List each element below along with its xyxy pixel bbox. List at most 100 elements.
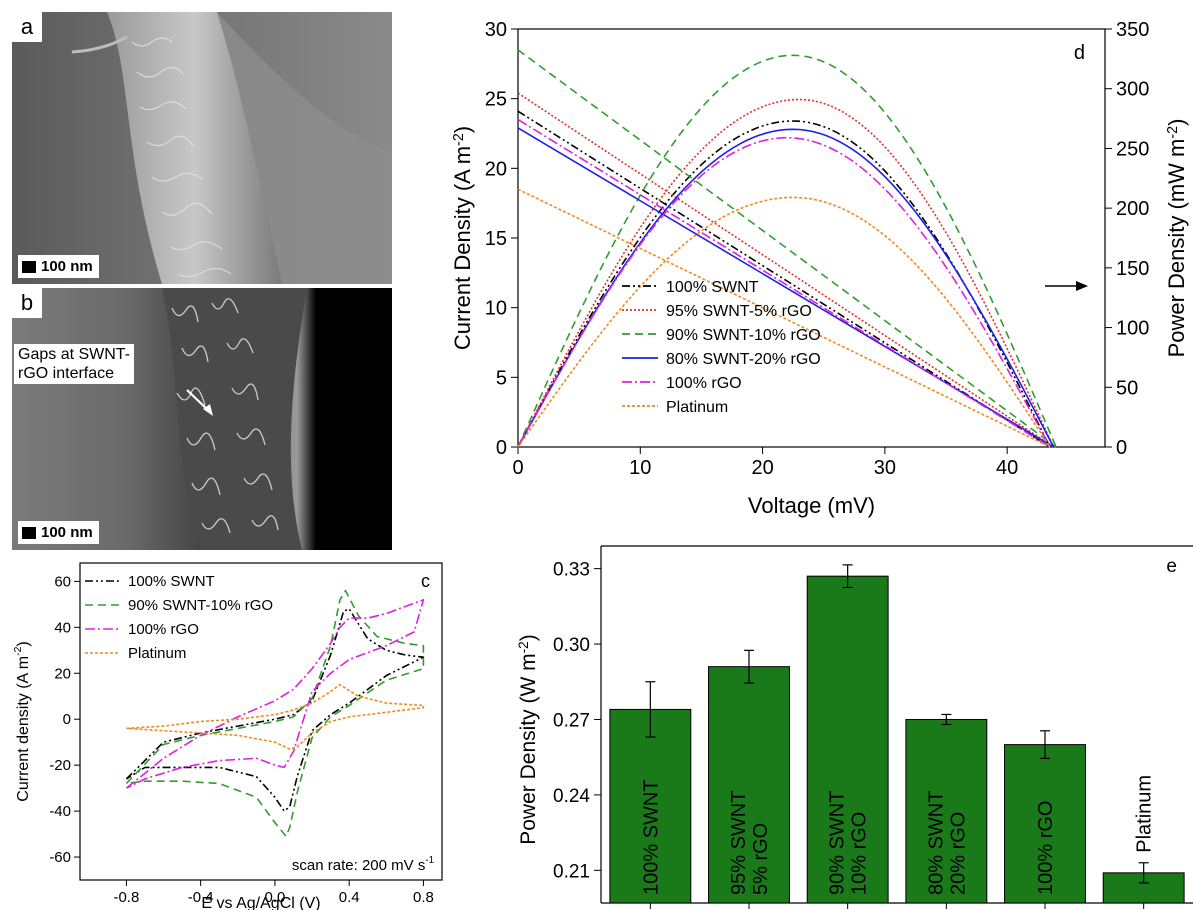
y-right-tick-label-d: 200 xyxy=(1116,198,1149,220)
scale-bar-b: 100 nm xyxy=(18,521,99,544)
plot-frame-c xyxy=(79,562,443,881)
y-right-tick-label-d: 0 xyxy=(1116,437,1127,459)
y-tick-label-c: -40 xyxy=(49,803,71,820)
y-tick-label-c: -20 xyxy=(49,757,71,774)
cv-curve-platinum xyxy=(126,683,425,750)
y-tick-label-e: 0.24 xyxy=(553,786,590,807)
current-line-100-rgo xyxy=(517,118,1051,448)
scale-bar-label-a: 100 nm xyxy=(41,258,93,275)
sem-texture-b xyxy=(12,288,392,550)
y-right-tick-label-d: 300 xyxy=(1116,79,1149,101)
y-right-tick-label-d: 100 xyxy=(1116,318,1149,340)
right-axis-arrow-head xyxy=(1076,281,1088,291)
legend-label-d: 95% SWNT-5% rGO xyxy=(666,303,812,320)
x-tick-label-d: 10 xyxy=(629,457,651,479)
power-curve-100-swnt xyxy=(517,120,1051,448)
scale-bar-label-b: 100 nm xyxy=(41,524,93,541)
panel-letter-e: e xyxy=(1166,556,1177,577)
y-left-tick-label-d: 25 xyxy=(485,89,507,111)
panel-letter-d: d xyxy=(1074,42,1085,64)
panel-letter-a: a xyxy=(12,12,42,42)
y-left-tick-label-d: 10 xyxy=(485,298,507,320)
y-tick-label-c: 20 xyxy=(54,665,71,682)
bar-label-3-1: 20% rGO xyxy=(947,812,969,895)
x-tick-label-d: 30 xyxy=(874,457,896,479)
y-axis-label-e: Power Density (W m-2) xyxy=(516,634,540,845)
legend-label-d: Platinum xyxy=(666,399,728,416)
cv-curve-100-rgo xyxy=(125,599,425,789)
bar-label-4-0: 100% rGO xyxy=(1035,801,1057,895)
legend-label-c: Platinum xyxy=(128,645,186,662)
chart-e: 0.21 0.24 0.27 0.30 0.33 Power Density (W m-2… xyxy=(505,540,1193,910)
y-tick-label-e: 0.33 xyxy=(553,560,590,581)
bar-label-5-0: Platinum xyxy=(1134,775,1156,853)
legend-label-d: 100% SWNT xyxy=(666,279,759,296)
y-tick-label-c: 40 xyxy=(54,619,71,636)
legend-label-c: 100% rGO xyxy=(128,621,199,638)
bar-label-0-0: 100% SWNT xyxy=(640,779,662,895)
bar-4 xyxy=(1004,744,1086,904)
x-tick-label-c: -0.4 xyxy=(188,889,214,906)
y-tick-label-c: 60 xyxy=(54,573,71,590)
x-tick-label-d: 0 xyxy=(512,457,523,479)
legend-label-d: 90% SWNT-10% rGO xyxy=(666,327,821,344)
y-right-tick-label-d: 350 xyxy=(1116,19,1149,41)
x-tick-label-c: 0.8 xyxy=(413,889,434,906)
current-line-90-swnt-10-rgo xyxy=(517,49,1057,448)
y-axis-label-c: Current density (A m-2) xyxy=(13,641,32,801)
bar-label-1-0: 95% SWNT xyxy=(728,791,750,895)
current-line-platinum xyxy=(517,188,1051,448)
y-left-tick-label-d: 5 xyxy=(496,367,507,389)
legend-label-d: 100% rGO xyxy=(666,375,742,392)
bar-label-2-0: 90% SWNT xyxy=(827,791,849,895)
sem-image-b: b Gaps at SWNT- rGO interface 100 nm xyxy=(12,288,392,550)
sem-image-a: a 100 nm xyxy=(12,12,392,284)
y-tick-label-e: 0.30 xyxy=(553,635,590,656)
chart-d: 0 10 20 30 40 0 5 10 15 20 25 30 0 50 100 150 200 250 300 3… xyxy=(400,0,1193,535)
legend-label-d: 80% SWNT-20% rGO xyxy=(666,351,821,368)
chart-c-svg: -0.8 -0.4 0.0 0.4 0.8 -60 -40 -20 0 20 40 60 E vs Ag… xyxy=(13,562,443,910)
scale-bar-square-a xyxy=(22,260,36,273)
power-curve-90-swnt-10-rgo xyxy=(517,54,1057,448)
annotation-arrow-head xyxy=(203,404,213,416)
y-left-tick-label-d: 15 xyxy=(485,228,507,250)
cv-curve-100-swnt xyxy=(125,608,425,812)
panel-letter-b: b xyxy=(12,288,42,318)
bar-label-3-0: 80% SWNT xyxy=(925,791,947,895)
current-line-95-swnt-5-rgo xyxy=(517,92,1055,448)
y-left-axis-label-d: Current Density (A m-2) xyxy=(450,126,475,350)
sem-annotation-b: Gaps at SWNT- rGO interface xyxy=(14,344,135,384)
plot-frame-d xyxy=(517,28,1106,448)
x-tick-label-c: 0.4 xyxy=(339,889,360,906)
x-tick-label-d: 40 xyxy=(996,457,1018,479)
bar-label-1-1: 5% rGO xyxy=(750,823,772,895)
scale-bar-square-b xyxy=(22,526,36,539)
bar-2 xyxy=(806,575,889,904)
y-right-axis-label-d: Power Density (mW m-2) xyxy=(1164,119,1189,358)
bar-3 xyxy=(905,718,988,904)
y-tick-label-c: 0 xyxy=(63,711,71,728)
y-right-tick-label-d: 150 xyxy=(1116,258,1149,280)
y-left-tick-label-d: 30 xyxy=(485,19,507,41)
power-curve-95-swnt-5-rgo xyxy=(517,98,1055,448)
y-right-tick-label-d: 250 xyxy=(1116,138,1149,160)
sem-annotation-line1: Gaps at SWNT- xyxy=(18,346,131,363)
chart-e-svg: 0.21 0.24 0.27 0.30 0.33 Power Density (W m-2… xyxy=(516,545,1193,909)
bar-1 xyxy=(708,666,790,904)
power-curve-100-rgo xyxy=(517,136,1051,448)
sem-texture-a xyxy=(12,12,392,284)
chart-c: -0.8 -0.4 0.0 0.4 0.8 -60 -40 -20 0 20 40 60 E vs Ag… xyxy=(0,555,460,910)
y-left-tick-label-d: 20 xyxy=(485,158,507,180)
x-tick-label-c: -0.8 xyxy=(113,889,139,906)
panel-letter-c: c xyxy=(421,571,430,591)
current-line-80-swnt-20-rgo xyxy=(517,127,1055,448)
y-left-tick-label-d: 0 xyxy=(496,437,507,459)
x-tick-label-d: 20 xyxy=(751,457,773,479)
legend-label-c: 90% SWNT-10% rGO xyxy=(128,597,273,614)
cv-curve-90-swnt-10-rgo xyxy=(125,589,425,838)
y-tick-label-e: 0.27 xyxy=(553,710,590,731)
y-right-tick-label-d: 50 xyxy=(1116,377,1138,399)
scale-bar-a: 100 nm xyxy=(18,255,99,278)
y-tick-label-e: 0.21 xyxy=(553,861,590,882)
y-tick-label-c: -60 xyxy=(49,849,71,866)
